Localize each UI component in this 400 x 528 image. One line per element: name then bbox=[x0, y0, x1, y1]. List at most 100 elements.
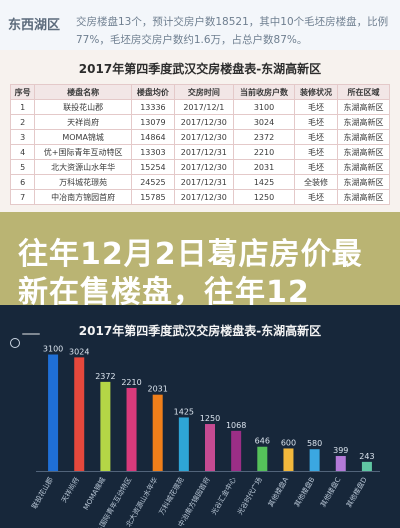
table-row: 2 天祥尚府 13079 2017/12/30 3024 毛坯 东湖高新区 bbox=[9, 114, 391, 130]
cell: 2210 bbox=[232, 144, 296, 160]
cell: 毛坯 bbox=[294, 114, 338, 130]
headline: 往年12月2日葛店房价最新在售楼盘，往年12 bbox=[18, 237, 363, 310]
cell: 2017/12/30 bbox=[173, 159, 234, 175]
table-row: 4 优+国际青年互动特区 13303 2017/12/31 2210 毛坯 东湖… bbox=[9, 144, 391, 160]
x-tick-label: MOMA锦城 bbox=[81, 476, 107, 512]
bar-value-label: 646 bbox=[255, 437, 270, 446]
bar-value-label: 600 bbox=[281, 438, 296, 447]
cell: 1250 bbox=[232, 189, 296, 205]
table-row: 5 北大资源山水年华 15254 2017/12/30 2031 毛坯 东湖高新… bbox=[9, 159, 391, 175]
table-panel: 2017年第四季度武汉交房楼盘表-东湖高新区 序号 楼盘名称 楼盘均价 交房时间… bbox=[0, 50, 400, 240]
cell: 中冶南方锦园首府 bbox=[34, 189, 133, 205]
cell: 1425 bbox=[232, 174, 296, 190]
bar bbox=[231, 430, 242, 471]
cell: 2 bbox=[9, 114, 36, 130]
table-row: 1 联投花山郡 13336 2017/12/1 3100 毛坯 东湖高新区 bbox=[9, 99, 391, 115]
bar bbox=[178, 417, 189, 471]
header-title: 东西湖区 bbox=[8, 18, 61, 33]
legend-dot-icon bbox=[10, 338, 20, 348]
cell: 2017/12/30 bbox=[173, 114, 234, 130]
cell: 2031 bbox=[232, 159, 296, 175]
cell: 北大资源山水年华 bbox=[34, 159, 133, 175]
cell: 3024 bbox=[232, 114, 296, 130]
page-indicator bbox=[22, 333, 40, 335]
x-tick-label: 光谷时代广场 bbox=[235, 476, 264, 517]
x-tick-label: 其他楼盘B bbox=[292, 475, 316, 508]
cell: 2017/12/30 bbox=[173, 189, 234, 205]
col-price: 楼盘均价 bbox=[131, 84, 175, 100]
bar-value-label: 1068 bbox=[226, 421, 246, 430]
cell: 东湖高新区 bbox=[336, 174, 391, 190]
col-project: 楼盘名称 bbox=[34, 84, 133, 100]
bar bbox=[152, 394, 163, 471]
table-row: 3 MOMA锦城 14864 2017/12/30 2372 毛坯 东湖高新区 bbox=[9, 129, 391, 145]
cell: 14864 bbox=[131, 129, 175, 145]
cell: 东湖高新区 bbox=[336, 114, 391, 130]
bar-value-label: 2210 bbox=[121, 378, 141, 387]
bar bbox=[361, 461, 372, 471]
bar-value-label: 243 bbox=[359, 452, 374, 461]
bar-value-label: 3024 bbox=[69, 347, 89, 356]
bar-value-label: 580 bbox=[307, 439, 322, 448]
cell: 1 bbox=[9, 99, 36, 115]
bar bbox=[100, 381, 111, 471]
col-finish: 装修状况 bbox=[294, 84, 338, 100]
cell: 天祥尚府 bbox=[34, 114, 133, 130]
x-tick-label: 万科城花璟苑 bbox=[157, 476, 186, 517]
cell: 优+国际青年互动特区 bbox=[34, 144, 133, 160]
cell: 2372 bbox=[232, 129, 296, 145]
table-header-row: 序号 楼盘名称 楼盘均价 交房时间 当前收房户数 装修状况 所在区域 bbox=[9, 84, 391, 100]
col-area: 所在区域 bbox=[336, 84, 391, 100]
col-date: 交房时间 bbox=[173, 84, 234, 100]
bar bbox=[48, 354, 59, 471]
x-tick-label: 天祥尚府 bbox=[59, 476, 81, 505]
cell: 13079 bbox=[131, 114, 175, 130]
cell: 5 bbox=[9, 159, 36, 175]
cell: MOMA锦城 bbox=[34, 129, 133, 145]
bar-value-label: 2031 bbox=[148, 385, 168, 394]
cell: 全装修 bbox=[294, 174, 338, 190]
cell: 万科城花璟苑 bbox=[34, 174, 133, 190]
cell: 2017/12/30 bbox=[173, 129, 234, 145]
cell: 毛坯 bbox=[294, 159, 338, 175]
bar-chart: 3100联投花山郡3024天祥尚府2372MOMA锦城2210优+国际青年互动特… bbox=[30, 345, 380, 528]
cell: 2017/12/31 bbox=[173, 144, 234, 160]
cell: 6 bbox=[9, 174, 36, 190]
x-tick-label: 联投花山郡 bbox=[30, 476, 55, 511]
bar bbox=[205, 424, 215, 471]
bar bbox=[257, 446, 268, 471]
bar bbox=[126, 387, 137, 471]
cell: 毛坯 bbox=[294, 99, 338, 115]
housing-table: 序号 楼盘名称 楼盘均价 交房时间 当前收房户数 装修状况 所在区域 1 联投花… bbox=[9, 84, 391, 205]
chart-panel bbox=[0, 305, 400, 528]
cell: 13336 bbox=[131, 99, 175, 115]
cell: 13303 bbox=[131, 144, 175, 160]
bar-value-label: 399 bbox=[333, 446, 348, 455]
header-summary: 交房楼盘13个，预计交房户数18521，其中10个毛坯房楼盘，比例77%，毛坯房… bbox=[76, 16, 389, 46]
bar bbox=[309, 449, 320, 471]
bar-value-label: 1250 bbox=[200, 414, 220, 423]
table-title: 2017年第四季度武汉交房楼盘表-东湖高新区 bbox=[78, 62, 322, 76]
x-tick-label: 其他楼盘A bbox=[266, 475, 290, 508]
bar bbox=[74, 357, 85, 471]
bar-value-label: 3100 bbox=[43, 345, 63, 354]
cell: 15785 bbox=[131, 189, 175, 205]
cell: 东湖高新区 bbox=[336, 99, 391, 115]
chart-title: 2017年第四季度武汉交房楼盘表-东湖高新区 bbox=[78, 324, 322, 338]
cell: 东湖高新区 bbox=[336, 129, 391, 145]
cell: 东湖高新区 bbox=[336, 189, 391, 205]
cell: 毛坯 bbox=[294, 129, 338, 145]
cell: 2017/12/31 bbox=[173, 174, 234, 190]
col-households: 当前收房户数 bbox=[232, 84, 296, 100]
bar bbox=[283, 448, 294, 471]
cell: 联投花山郡 bbox=[34, 99, 133, 115]
x-tick-label: 其他楼盘D bbox=[344, 476, 368, 509]
bar-value-label: 1425 bbox=[174, 407, 194, 416]
cell: 7 bbox=[9, 189, 36, 205]
bar bbox=[335, 456, 346, 471]
table-row: 7 中冶南方锦园首府 15785 2017/12/30 1250 毛坯 东湖高新… bbox=[9, 189, 391, 205]
cell: 东湖高新区 bbox=[336, 144, 391, 160]
cell: 3100 bbox=[232, 99, 296, 115]
x-tick-label: 光谷汇金中心 bbox=[209, 476, 238, 517]
bar-value-label: 2372 bbox=[95, 372, 115, 381]
